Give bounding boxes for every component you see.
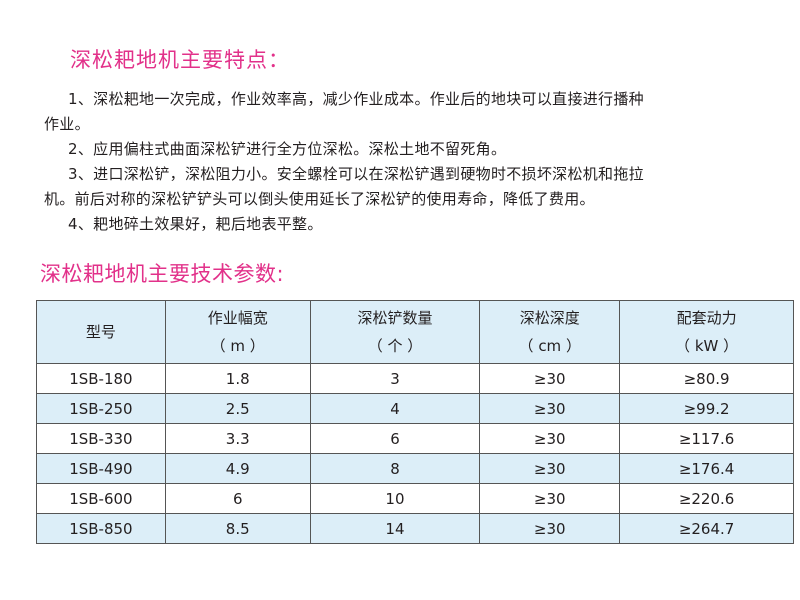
- table-cell: 1SB-600: [36, 483, 166, 514]
- table-row: 1SB-600 6 10 ≥30 ≥220.6: [36, 483, 794, 514]
- table-row: 1SB-490 4.9 8 ≥30 ≥176.4: [36, 453, 794, 484]
- table-header-row: 型号 作业幅宽（ m ） 深松铲数量（ 个 ） 深松深度（ cm ） 配套动力（…: [36, 300, 794, 364]
- table-row: 1SB-330 3.3 6 ≥30 ≥117.6: [36, 423, 794, 454]
- specs-table: 型号 作业幅宽（ m ） 深松铲数量（ 个 ） 深松深度（ cm ） 配套动力（…: [36, 300, 794, 544]
- feature-line: 作业。: [44, 115, 90, 133]
- table-cell: ≥220.6: [619, 483, 794, 514]
- feature-line: 4、耙地碎土效果好，耙后地表平整。: [68, 215, 323, 233]
- table-cell: ≥30: [479, 453, 621, 484]
- feature-line: 1、深松耙地一次完成，作业效率高，减少作业成本。作业后的地块可以直接进行播种: [68, 90, 644, 108]
- table-cell: 8: [309, 453, 481, 484]
- table-cell: 2.5: [164, 393, 311, 424]
- feature-line: 机。前后对称的深松铲铲头可以倒头使用延长了深松铲的使用寿命，降低了费用。: [44, 190, 595, 208]
- table-cell: ≥30: [479, 513, 621, 544]
- table-cell: ≥176.4: [619, 453, 794, 484]
- table-cell: 6: [309, 423, 481, 454]
- table-cell: ≥264.7: [619, 513, 794, 544]
- table-cell: 4: [309, 393, 481, 424]
- table-cell: ≥117.6: [619, 423, 794, 454]
- table-cell: 10: [309, 483, 481, 514]
- header-shank-count: 深松铲数量（ 个 ）: [309, 300, 481, 364]
- table-cell: ≥99.2: [619, 393, 794, 424]
- table-row: 1SB-850 8.5 14 ≥30 ≥264.7: [36, 513, 794, 544]
- table-cell: 4.9: [164, 453, 311, 484]
- feature-line: 2、应用偏柱式曲面深松铲进行全方位深松。深松土地不留死角。: [68, 140, 507, 158]
- header-power: 配套动力（ kW ）: [619, 300, 794, 364]
- table-cell: 1SB-850: [36, 513, 166, 544]
- table-row: 1SB-180 1.8 3 ≥30 ≥80.9: [36, 363, 794, 394]
- table-cell: ≥30: [479, 393, 621, 424]
- table-cell: 14: [309, 513, 481, 544]
- table-cell: ≥30: [479, 483, 621, 514]
- table-cell: 1SB-250: [36, 393, 166, 424]
- table-cell: ≥30: [479, 363, 621, 394]
- table-cell: ≥80.9: [619, 363, 794, 394]
- table-cell: 1SB-180: [36, 363, 166, 394]
- table-cell: 6: [164, 483, 311, 514]
- specs-title: 深松耙地机主要技术参数:: [40, 262, 285, 286]
- table-cell: 1.8: [164, 363, 311, 394]
- header-width: 作业幅宽（ m ）: [164, 300, 311, 364]
- table-cell: 1SB-490: [36, 453, 166, 484]
- table-cell: ≥30: [479, 423, 621, 454]
- table-cell: 1SB-330: [36, 423, 166, 454]
- table-cell: 3.3: [164, 423, 311, 454]
- table-cell: 3: [309, 363, 481, 394]
- table-cell: 8.5: [164, 513, 311, 544]
- header-depth: 深松深度（ cm ）: [479, 300, 621, 364]
- features-title: 深松耙地机主要特点：: [70, 48, 290, 72]
- header-model: 型号: [36, 300, 166, 364]
- table-row: 1SB-250 2.5 4 ≥30 ≥99.2: [36, 393, 794, 424]
- feature-line: 3、进口深松铲，深松阻力小。安全螺栓可以在深松铲遇到硬物时不损坏深松机和拖拉: [68, 165, 644, 183]
